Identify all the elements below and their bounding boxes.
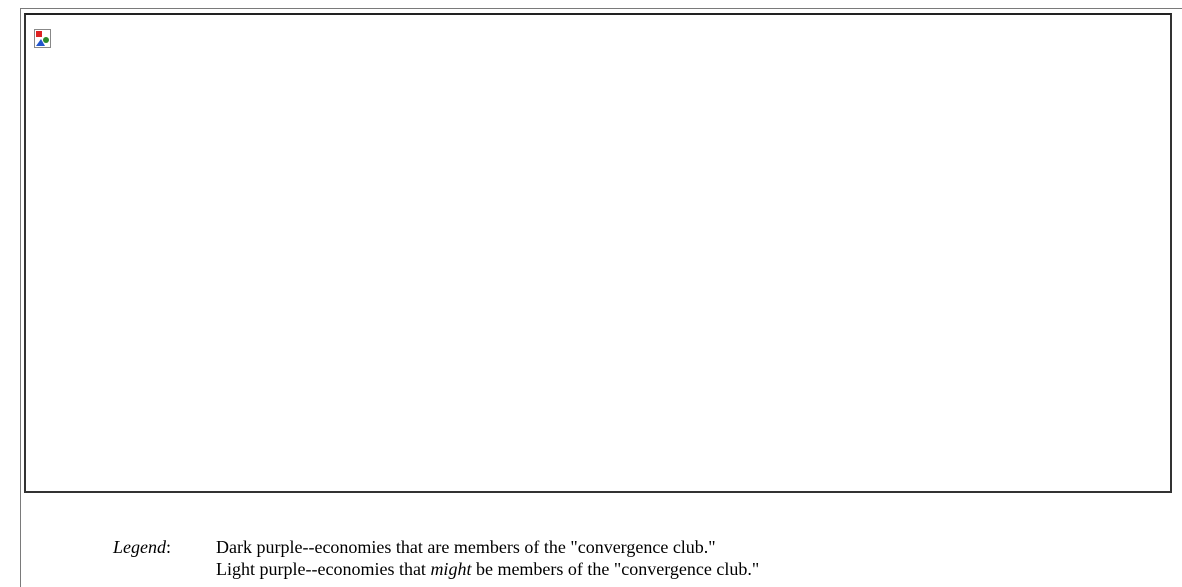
legend-line: Dark purple--economies that are members … (216, 537, 716, 557)
emphasis: might (430, 559, 472, 579)
legend-label: Legend: (113, 536, 171, 558)
legend-label-text: Legend (113, 537, 166, 557)
text: Light purple--economies that (216, 559, 431, 579)
legend-line: Light purple--economies that might be me… (216, 558, 759, 580)
outer-table (20, 8, 1182, 587)
legend-colon: : (166, 537, 172, 557)
text: be members of the "convergence club." (471, 559, 760, 579)
image-frame (24, 13, 1172, 493)
broken-image-icon (34, 29, 51, 48)
